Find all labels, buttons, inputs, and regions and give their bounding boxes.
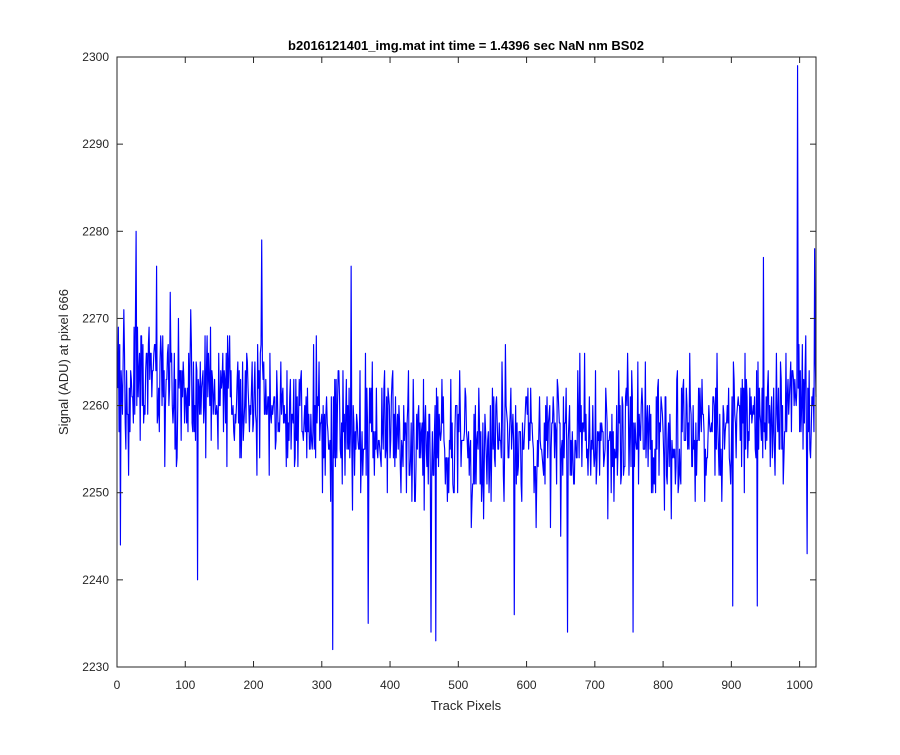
y-tick-label: 2290 [82,137,109,151]
x-tick-label: 200 [244,678,264,692]
y-tick-label: 2260 [82,399,109,413]
x-tick-label: 800 [653,678,673,692]
x-tick-label: 900 [721,678,741,692]
x-tick-label: 700 [585,678,605,692]
y-axis-label: Signal (ADU) at pixel 666 [56,289,71,435]
y-tick-label: 2240 [82,573,109,587]
x-tick-label: 600 [517,678,537,692]
x-axis-label: Track Pixels [431,698,502,713]
y-tick-label: 2270 [82,311,109,325]
x-tick-label: 500 [448,678,468,692]
chart-title: b2016121401_img.mat int time = 1.4396 se… [288,38,644,53]
x-tick-label: 400 [380,678,400,692]
x-tick-label: 1000 [786,678,813,692]
y-tick-label: 2280 [82,224,109,238]
axes-box [116,56,817,668]
x-tick-label: 100 [175,678,195,692]
x-tick-label: 0 [114,678,121,692]
signal-series-line [117,65,817,651]
y-tick-label: 2250 [82,486,109,500]
plot-area [117,57,816,667]
y-tick-label: 2230 [82,660,109,674]
x-tick-label: 300 [312,678,332,692]
y-tick-label: 2300 [82,50,109,64]
